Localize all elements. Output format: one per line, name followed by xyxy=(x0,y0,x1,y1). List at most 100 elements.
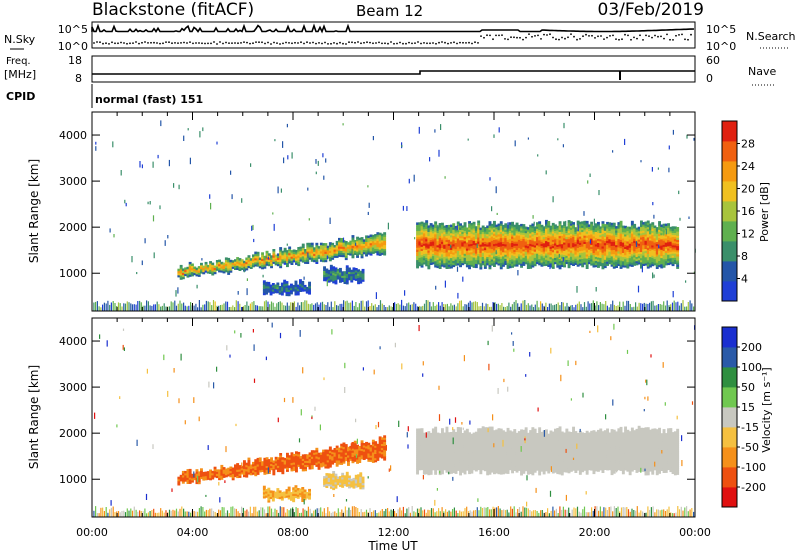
noise-search-point xyxy=(150,42,152,44)
speckle-cell xyxy=(669,146,670,150)
clutter-cell xyxy=(477,302,478,311)
echo-cell xyxy=(547,221,550,224)
noise-search-point xyxy=(666,34,668,36)
noise-search-point xyxy=(525,37,527,39)
echo-cell xyxy=(441,428,444,431)
noise-search-point xyxy=(591,35,593,37)
clutter-cell xyxy=(549,304,550,311)
echo-cell xyxy=(308,282,311,285)
y-tick-label: 4000 xyxy=(59,129,87,142)
clutter-cell xyxy=(584,302,585,311)
noise-search-point xyxy=(165,41,167,43)
clutter-cell xyxy=(449,306,450,311)
clutter-cell xyxy=(456,306,457,311)
echo-cell xyxy=(191,264,194,267)
speckle-cell xyxy=(533,215,534,219)
speckle-cell xyxy=(445,176,446,179)
clutter-cell xyxy=(317,302,318,311)
clutter-cell xyxy=(178,304,179,311)
speckle-cell xyxy=(216,142,217,145)
clutter-cell xyxy=(505,307,506,311)
clutter-cell xyxy=(232,305,233,311)
clutter-cell xyxy=(121,307,122,312)
clutter-cell xyxy=(447,304,448,311)
echo-cell xyxy=(248,255,251,258)
noise-search-point xyxy=(534,35,536,37)
speckle-cell xyxy=(590,174,591,178)
speckle-cell xyxy=(546,170,547,174)
clutter-cell xyxy=(487,304,488,311)
clutter-cell xyxy=(626,301,627,311)
clutter-cell xyxy=(120,303,121,311)
clutter-cell xyxy=(452,305,453,311)
echo-cell xyxy=(295,281,298,284)
clutter-cell xyxy=(410,305,411,311)
echo-cell xyxy=(286,453,289,456)
speckle-cell xyxy=(201,258,202,260)
speckle-cell xyxy=(126,203,127,206)
echo-cell xyxy=(522,224,525,227)
speckle-cell xyxy=(323,176,324,180)
clutter-cell xyxy=(566,303,567,311)
clutter-cell xyxy=(394,302,395,311)
clutter-cell xyxy=(97,301,98,311)
noise-search-point xyxy=(222,43,224,45)
speckle-cell xyxy=(139,161,140,168)
clutter-cell xyxy=(241,307,242,311)
speckle-cell xyxy=(190,158,191,165)
speckle-cell xyxy=(112,141,113,147)
clutter-cell xyxy=(531,305,532,312)
clutter-cell xyxy=(575,305,576,311)
speckle-cell xyxy=(587,180,588,183)
noise-search-point xyxy=(501,34,503,36)
beam-title: Beam 12 xyxy=(356,2,423,20)
noise-search-point xyxy=(582,35,584,37)
clutter-cell xyxy=(102,305,103,311)
clutter-cell xyxy=(681,303,682,311)
clutter-cell xyxy=(148,301,149,311)
noise-search-point xyxy=(495,35,497,37)
noise-search-point xyxy=(192,43,194,45)
noise-search-point xyxy=(645,35,647,37)
echo-cell xyxy=(243,460,246,463)
clutter-cell xyxy=(457,303,458,311)
noise-search-point xyxy=(585,34,587,36)
clutter-cell xyxy=(260,306,261,311)
speckle-cell xyxy=(177,287,178,293)
speckle-cell xyxy=(241,198,242,203)
clutter-cell xyxy=(202,305,203,311)
clutter-cell xyxy=(561,302,562,311)
echo-cell xyxy=(362,269,365,272)
clutter-cell xyxy=(375,304,376,311)
speckle-cell xyxy=(154,252,155,258)
noise-search-point xyxy=(99,41,101,43)
clutter-cell xyxy=(529,306,530,312)
speckle-cell xyxy=(440,124,441,130)
noise-search-point xyxy=(444,42,446,44)
clutter-cell xyxy=(442,302,443,311)
speckle-cell xyxy=(179,185,180,190)
speckle-cell xyxy=(325,158,326,162)
echo-cell xyxy=(196,469,199,472)
noise-search-point xyxy=(201,42,203,44)
noise-search-point xyxy=(486,34,488,36)
colorbar-tick-label: 16 xyxy=(741,205,755,218)
noise-search-point xyxy=(453,41,455,43)
speckle-cell xyxy=(274,224,275,231)
echo-cell xyxy=(272,249,275,252)
noise-search-point xyxy=(642,39,644,41)
speckle-cell xyxy=(169,160,170,166)
speckle-cell xyxy=(153,162,154,168)
noise-search-point xyxy=(288,42,290,44)
echo-cell xyxy=(276,283,279,286)
clutter-cell xyxy=(507,306,508,311)
speckle-cell xyxy=(598,190,599,195)
echo-cell xyxy=(354,441,357,444)
clutter-cell xyxy=(274,307,275,311)
speckle-cell xyxy=(638,286,639,293)
echo-cell xyxy=(270,457,273,460)
speckle-cell xyxy=(445,281,446,288)
speckle-cell xyxy=(640,160,641,162)
echo-cell xyxy=(538,221,541,224)
noise-search-point xyxy=(627,35,629,37)
